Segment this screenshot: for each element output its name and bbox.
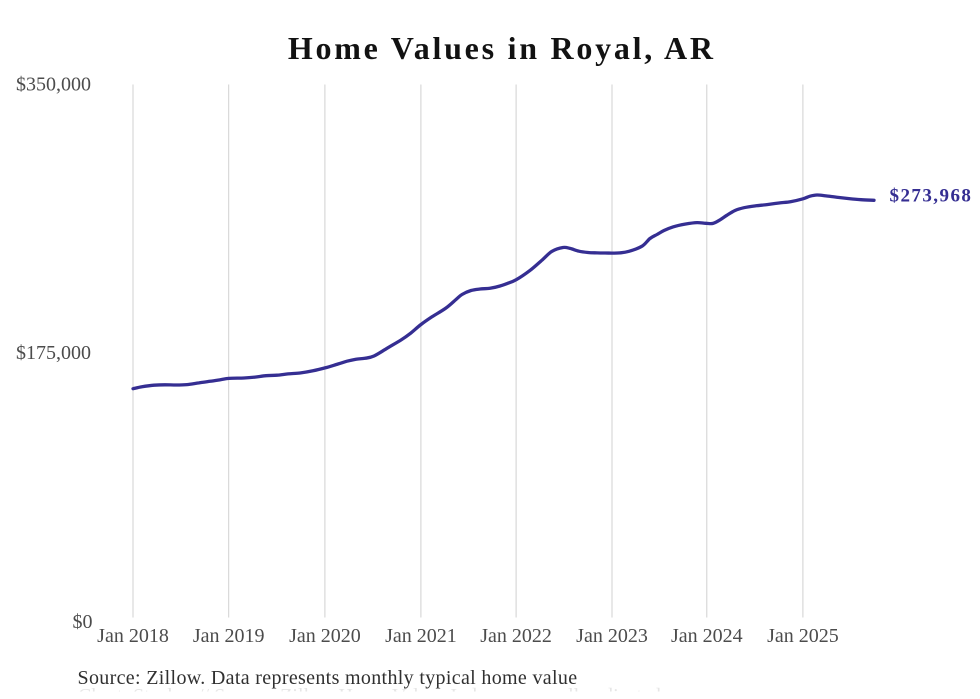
svg-text:Jan 2023: Jan 2023 <box>576 625 648 647</box>
svg-text:Source: Zillow. Data represent: Source: Zillow. Data represents monthly … <box>78 667 578 689</box>
svg-text:$350,000: $350,000 <box>16 74 91 96</box>
svg-text:$0: $0 <box>73 611 93 633</box>
svg-text:Jan 2019: Jan 2019 <box>193 625 265 647</box>
svg-text:Jan 2022: Jan 2022 <box>480 625 552 647</box>
svg-text:Jan 2024: Jan 2024 <box>671 625 743 647</box>
svg-text:$175,000: $175,000 <box>16 342 91 364</box>
svg-text:$273,968: $273,968 <box>890 185 973 206</box>
svg-text:Jan 2018: Jan 2018 <box>97 625 169 647</box>
svg-text:Home Values in Royal, AR: Home Values in Royal, AR <box>288 30 716 66</box>
svg-text:Jan 2021: Jan 2021 <box>385 625 457 647</box>
svg-text:Jan 2025: Jan 2025 <box>767 625 839 647</box>
svg-text:Chart: Stacker // Source: Zill: Chart: Stacker // Source: Zillow Home Va… <box>78 685 661 699</box>
svg-text:Jan 2020: Jan 2020 <box>289 625 361 647</box>
